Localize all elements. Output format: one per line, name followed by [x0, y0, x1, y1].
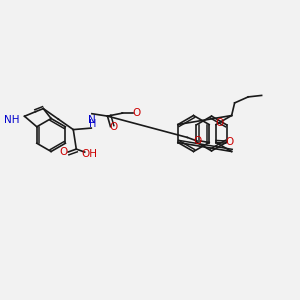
- Text: H: H: [89, 119, 97, 129]
- Text: N: N: [88, 115, 95, 125]
- Text: O: O: [226, 137, 234, 147]
- Text: O: O: [109, 122, 118, 132]
- Text: O: O: [132, 107, 140, 118]
- Text: O: O: [193, 136, 201, 146]
- Text: O: O: [216, 118, 224, 128]
- Text: NH: NH: [4, 115, 19, 125]
- Text: OH: OH: [81, 148, 97, 159]
- Text: O: O: [60, 147, 68, 157]
